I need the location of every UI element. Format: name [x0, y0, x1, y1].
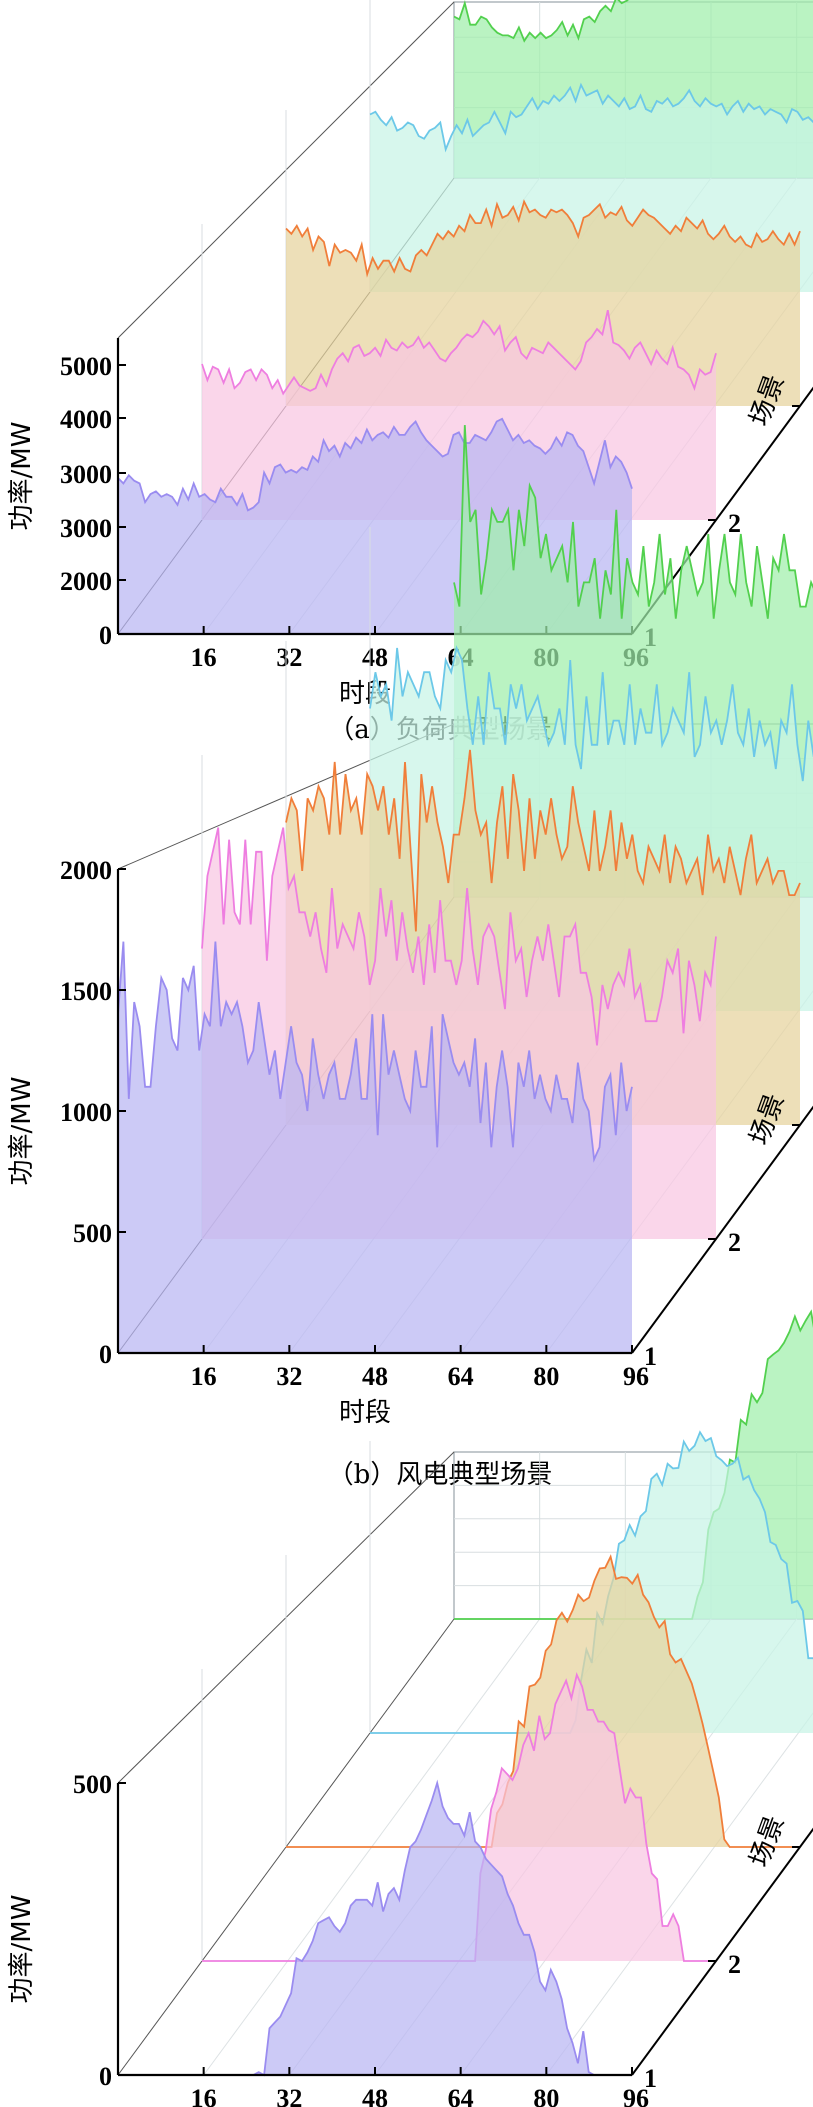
chart-panel-a: 16324864809602000300030004000500012345时段… — [7, 0, 813, 745]
y-tick-label: 2000 — [60, 567, 112, 596]
y-axis-label: 功率/MW — [7, 1895, 37, 2004]
series-1-line — [117, 941, 633, 1163]
series-3-line — [285, 749, 801, 932]
x-tick-label: 32 — [276, 2084, 302, 2107]
y-tick-label: 4000 — [60, 405, 112, 434]
y-tick-label: 2000 — [60, 856, 112, 885]
series-3-line — [286, 1554, 800, 1848]
x-tick-label: 16 — [191, 643, 217, 672]
series-1-area — [118, 941, 632, 1353]
series-2-line — [201, 310, 717, 396]
series-4-line — [369, 82, 813, 153]
x-tick-label: 96 — [623, 2084, 649, 2107]
y-axis-label: 功率/MW — [7, 1077, 37, 1186]
y-tick-label: 5000 — [60, 352, 112, 381]
z-tick-label: 2 — [728, 1950, 741, 1979]
x-tick-label: 16 — [191, 1362, 217, 1391]
x-tick-label: 32 — [276, 1362, 302, 1391]
series-4-line — [369, 645, 813, 782]
y-tick-label: 500 — [73, 1770, 112, 1799]
series-2-line — [201, 827, 717, 1046]
z-tick-label: 2 — [728, 509, 741, 538]
series-5-line — [453, 425, 813, 619]
y-tick-label: 0 — [99, 1340, 112, 1369]
x-axis-label: 时段 — [339, 1398, 391, 1428]
z-tick-label: 2 — [728, 1228, 741, 1257]
x-tick-label: 32 — [276, 643, 302, 672]
x-tick-label: 96 — [623, 1362, 649, 1391]
x-tick-label: 48 — [362, 2084, 388, 2107]
x-tick-label: 48 — [362, 643, 388, 672]
x-tick-label: 16 — [191, 2084, 217, 2107]
series-3-line — [285, 199, 801, 278]
y-tick-label: 3000 — [60, 514, 112, 543]
series-4-line — [370, 1430, 813, 1734]
z-axis-label: 场景 — [744, 1812, 790, 1871]
x-tick-label: 64 — [448, 2084, 474, 2107]
series-1-area — [118, 1783, 632, 2075]
y-tick-label: 1500 — [60, 977, 112, 1006]
x-tick-label: 64 — [448, 1362, 474, 1391]
y-tick-label: 3000 — [60, 460, 112, 489]
y-tick-label: 500 — [73, 1219, 112, 1248]
y-axis-label: 功率/MW — [7, 422, 37, 531]
z-tick-label: 1 — [644, 1342, 657, 1371]
series-5-line — [453, 0, 629, 43]
x-tick-label: 48 — [362, 1362, 388, 1391]
x-tick-label: 80 — [533, 1362, 559, 1391]
y-tick-label: 1000 — [60, 1098, 112, 1127]
y-tick-label: 0 — [99, 2062, 112, 2091]
series-4-area — [370, 1432, 813, 1733]
z-tick-label: 1 — [644, 2064, 657, 2093]
chart-panel-b: 163248648096050010001500200012345时段功率/MW… — [7, 425, 813, 1490]
y-tick-label: 0 — [99, 621, 112, 650]
series-1-line — [117, 417, 633, 512]
series-3-area — [286, 1556, 800, 1847]
series-2-area — [202, 1674, 716, 1961]
x-tick-label: 80 — [533, 2084, 559, 2107]
